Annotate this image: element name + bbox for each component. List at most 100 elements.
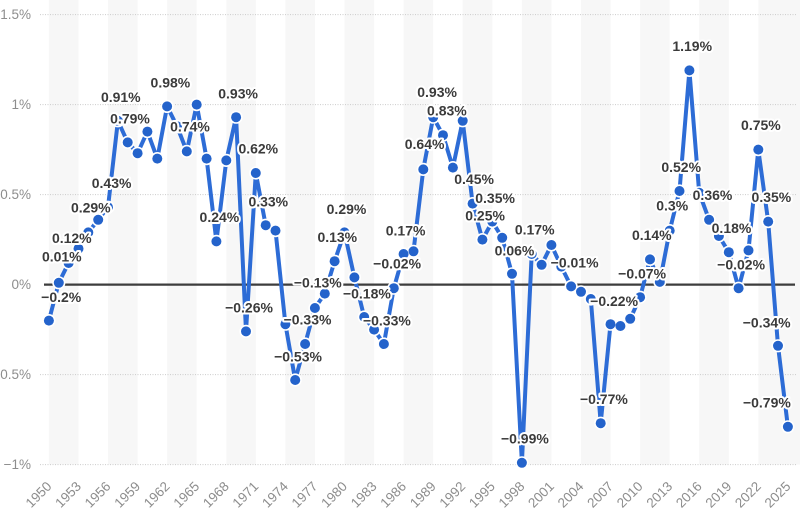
svg-text:0.75%: 0.75% bbox=[741, 117, 781, 133]
svg-text:1%: 1% bbox=[11, 97, 31, 112]
svg-text:0.3%: 0.3% bbox=[656, 198, 688, 214]
svg-text:0.98%: 0.98% bbox=[151, 75, 191, 91]
svg-text:0.29%: 0.29% bbox=[327, 201, 367, 217]
svg-text:0.62%: 0.62% bbox=[238, 141, 278, 157]
svg-text:−0.2%: −0.2% bbox=[41, 289, 82, 305]
svg-text:0.36%: 0.36% bbox=[693, 187, 733, 203]
svg-text:−0.02%: −0.02% bbox=[373, 256, 421, 272]
svg-text:−0.77%: −0.77% bbox=[580, 391, 628, 407]
svg-text:0.83%: 0.83% bbox=[427, 103, 467, 119]
svg-text:0.12%: 0.12% bbox=[52, 230, 92, 246]
svg-text:0.06%: 0.06% bbox=[495, 242, 535, 258]
svg-text:0.13%: 0.13% bbox=[317, 229, 357, 245]
svg-text:−0.26%: −0.26% bbox=[225, 300, 273, 316]
svg-text:−0.01%: −0.01% bbox=[551, 255, 599, 271]
svg-text:0.74%: 0.74% bbox=[170, 119, 210, 135]
svg-text:−0.53%: −0.53% bbox=[274, 349, 322, 365]
svg-text:0.79%: 0.79% bbox=[110, 110, 150, 126]
svg-text:0.3%: 0.3% bbox=[656, 198, 688, 214]
svg-text:0.01%: 0.01% bbox=[42, 249, 82, 265]
svg-text:−0.77%: −0.77% bbox=[580, 391, 628, 407]
svg-text:0.25%: 0.25% bbox=[465, 207, 505, 223]
svg-text:0.52%: 0.52% bbox=[661, 159, 701, 175]
svg-text:0.36%: 0.36% bbox=[693, 187, 733, 203]
svg-text:0.62%: 0.62% bbox=[238, 141, 278, 157]
svg-text:0.24%: 0.24% bbox=[200, 209, 240, 225]
svg-text:0.45%: 0.45% bbox=[454, 171, 494, 187]
svg-text:0.14%: 0.14% bbox=[632, 227, 672, 243]
svg-text:−0.22%: −0.22% bbox=[590, 293, 638, 309]
svg-text:0.93%: 0.93% bbox=[417, 84, 457, 100]
svg-text:−0.79%: −0.79% bbox=[743, 395, 791, 411]
svg-text:0.79%: 0.79% bbox=[110, 110, 150, 126]
svg-text:−0.02%: −0.02% bbox=[717, 257, 765, 273]
svg-text:0.17%: 0.17% bbox=[515, 222, 555, 238]
svg-text:0.33%: 0.33% bbox=[248, 193, 288, 209]
svg-text:0.75%: 0.75% bbox=[741, 117, 781, 133]
svg-text:0.98%: 0.98% bbox=[151, 75, 191, 91]
svg-text:0.64%: 0.64% bbox=[405, 136, 445, 152]
svg-text:0.06%: 0.06% bbox=[495, 242, 535, 258]
svg-text:−0.53%: −0.53% bbox=[274, 349, 322, 365]
svg-text:−0.33%: −0.33% bbox=[363, 313, 411, 329]
svg-text:0.91%: 0.91% bbox=[101, 89, 141, 105]
svg-text:−0.99%: −0.99% bbox=[501, 430, 549, 446]
svg-text:0.01%: 0.01% bbox=[42, 249, 82, 265]
svg-text:−0.18%: −0.18% bbox=[343, 285, 391, 301]
svg-text:0.52%: 0.52% bbox=[661, 159, 701, 175]
svg-text:0.14%: 0.14% bbox=[632, 227, 672, 243]
svg-text:−0.13%: −0.13% bbox=[294, 275, 342, 291]
svg-text:0.83%: 0.83% bbox=[427, 103, 467, 119]
svg-text:0.24%: 0.24% bbox=[200, 209, 240, 225]
svg-text:0.35%: 0.35% bbox=[475, 190, 515, 206]
svg-text:0.25%: 0.25% bbox=[465, 207, 505, 223]
svg-text:−0.01%: −0.01% bbox=[551, 255, 599, 271]
svg-text:0.17%: 0.17% bbox=[386, 223, 426, 239]
svg-text:−0.33%: −0.33% bbox=[284, 312, 332, 328]
svg-text:−0.79%: −0.79% bbox=[743, 395, 791, 411]
svg-text:−0.33%: −0.33% bbox=[284, 312, 332, 328]
svg-text:−0.34%: −0.34% bbox=[743, 315, 791, 331]
svg-text:−0.07%: −0.07% bbox=[618, 266, 666, 282]
svg-text:−0.07%: −0.07% bbox=[618, 266, 666, 282]
svg-text:0.29%: 0.29% bbox=[71, 200, 111, 216]
svg-text:0%: 0% bbox=[11, 277, 31, 292]
svg-text:0.93%: 0.93% bbox=[218, 86, 258, 102]
svg-text:0.12%: 0.12% bbox=[52, 230, 92, 246]
svg-text:−0.13%: −0.13% bbox=[294, 275, 342, 291]
svg-text:0.43%: 0.43% bbox=[92, 175, 132, 191]
svg-text:0.29%: 0.29% bbox=[71, 200, 111, 216]
svg-text:0.17%: 0.17% bbox=[515, 222, 555, 238]
svg-text:0.29%: 0.29% bbox=[327, 201, 367, 217]
svg-text:1.19%: 1.19% bbox=[672, 38, 712, 54]
svg-text:0.35%: 0.35% bbox=[475, 190, 515, 206]
svg-text:0.18%: 0.18% bbox=[712, 220, 752, 236]
svg-text:0.64%: 0.64% bbox=[405, 136, 445, 152]
svg-text:−0.02%: −0.02% bbox=[373, 256, 421, 272]
svg-text:−0.22%: −0.22% bbox=[590, 293, 638, 309]
svg-text:−0.02%: −0.02% bbox=[717, 257, 765, 273]
svg-text:0.93%: 0.93% bbox=[218, 86, 258, 102]
svg-text:−0.34%: −0.34% bbox=[743, 315, 791, 331]
svg-text:0.33%: 0.33% bbox=[248, 193, 288, 209]
svg-text:1.5%: 1.5% bbox=[0, 7, 31, 22]
svg-text:0.17%: 0.17% bbox=[386, 223, 426, 239]
svg-text:−0.99%: −0.99% bbox=[501, 430, 549, 446]
svg-text:0.91%: 0.91% bbox=[101, 89, 141, 105]
svg-text:−0.18%: −0.18% bbox=[343, 285, 391, 301]
svg-text:0.5%: 0.5% bbox=[0, 187, 31, 202]
svg-text:0.43%: 0.43% bbox=[92, 175, 132, 191]
svg-text:−0.2%: −0.2% bbox=[41, 289, 82, 305]
svg-text:0.74%: 0.74% bbox=[170, 119, 210, 135]
svg-text:−0.33%: −0.33% bbox=[363, 313, 411, 329]
svg-text:0.35%: 0.35% bbox=[752, 189, 792, 205]
svg-text:−0.5%: −0.5% bbox=[0, 367, 31, 382]
svg-text:−0.26%: −0.26% bbox=[225, 300, 273, 316]
svg-text:0.35%: 0.35% bbox=[752, 189, 792, 205]
svg-text:0.13%: 0.13% bbox=[317, 229, 357, 245]
svg-text:0.45%: 0.45% bbox=[454, 171, 494, 187]
svg-text:0.18%: 0.18% bbox=[712, 220, 752, 236]
svg-text:0.93%: 0.93% bbox=[417, 84, 457, 100]
svg-text:1.19%: 1.19% bbox=[672, 38, 712, 54]
svg-text:−1%: −1% bbox=[4, 457, 31, 472]
